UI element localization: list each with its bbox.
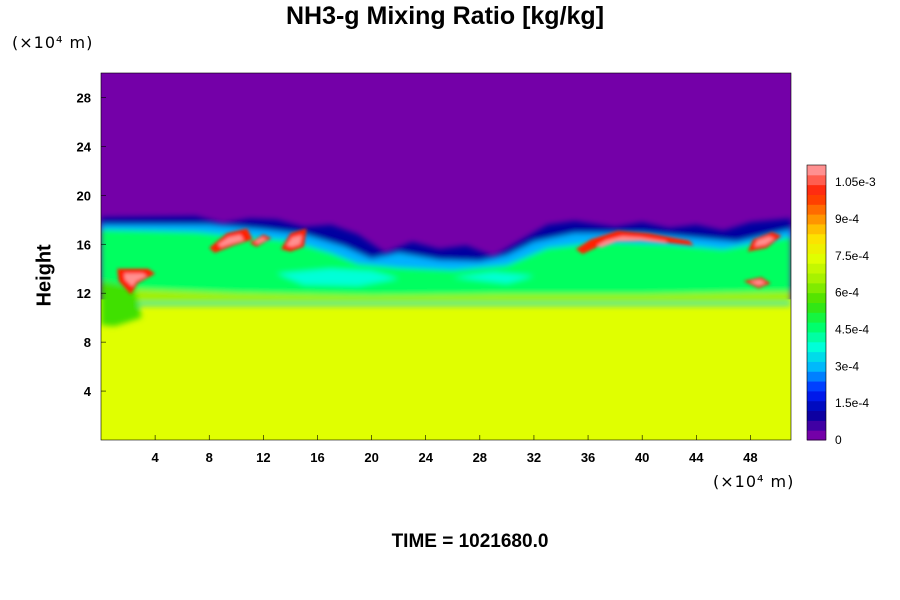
colorbar-swatch: [807, 302, 826, 313]
time-label: TIME = 1021680.0: [391, 531, 549, 552]
y-axis-ticks: 4 8 12 16 20 24 28: [77, 90, 106, 399]
colorbar-swatch: [807, 165, 826, 176]
colorbar-swatch: [807, 174, 826, 186]
colorbar-tick-label: 1.5e-4: [835, 396, 869, 410]
colorbar-swatch: [807, 223, 826, 235]
x-tick-label: 44: [689, 450, 704, 465]
cyan-pool: [452, 272, 534, 284]
x-tick-label: 24: [418, 450, 433, 465]
cell-49-core: [754, 236, 775, 247]
cell-2-core: [124, 273, 147, 287]
colorbar-swatch: [807, 390, 826, 402]
colorbar-swatch: [807, 243, 826, 254]
colorbar-swatch: [807, 322, 826, 333]
chart-title: NH3-g Mixing Ratio [kg/kg]: [285, 2, 605, 30]
cell-38-core: [596, 236, 668, 248]
colorbar-swatch: [807, 204, 826, 215]
colorbar-swatch: [807, 430, 826, 441]
colorbar-tick-label: 9e-4: [835, 212, 859, 226]
x-tick-label: 28: [473, 450, 487, 465]
colorbar-tick-label: 0: [835, 433, 842, 447]
x-tick-label: 8: [206, 450, 213, 465]
y-tick-label: 8: [84, 335, 91, 350]
colorbar-swatch: [807, 253, 826, 264]
colorbar-swatch: [807, 341, 826, 353]
plot-area: [101, 73, 791, 440]
colorbar-swatch: [807, 361, 826, 372]
colorbar-swatch: [807, 410, 826, 421]
x-axis-unit: (×10⁴ m): [713, 472, 795, 491]
colorbar-swatch: [807, 331, 826, 343]
plot-frame: [100, 72, 792, 441]
cell-8-core: [217, 234, 244, 248]
y-axis-unit: (×10⁴ m): [12, 33, 94, 52]
colorbar-swatch: [807, 282, 826, 294]
y-tick-label: 4: [84, 384, 92, 399]
x-tick-label: 12: [256, 450, 270, 465]
cell-48-low-core: [749, 279, 766, 286]
colorbar: 0 1.5e-4 3e-4 4.5e-4 6e-4 7.5e-4 9e-4 1.05e-3: [806, 164, 876, 447]
colorbar-tick-label: 3e-4: [835, 359, 859, 373]
x-axis-ticks: 4 8 12 16 20 24 28 32 36 40 44 48: [152, 435, 758, 465]
y-tick-label: 20: [77, 188, 91, 203]
y-tick-label: 16: [77, 237, 91, 252]
cell-38: [575, 230, 694, 255]
y-tick-label: 24: [77, 139, 92, 154]
colorbar-tick-label: 7.5e-4: [835, 249, 869, 263]
y-tick-label: 12: [77, 286, 91, 301]
colorbar-swatch: [807, 273, 826, 284]
lower-layer-region: [101, 299, 791, 440]
colorbar-tick-label: 1.05e-3: [835, 175, 876, 189]
colorbar-swatch: [807, 420, 826, 431]
x-tick-label: 48: [743, 450, 757, 465]
colorbar-swatch: [807, 263, 826, 274]
x-tick-label: 40: [635, 450, 649, 465]
high-value-cells: [117, 228, 782, 295]
colorbar-swatch: [807, 381, 826, 392]
cell-14-core: [286, 235, 302, 247]
colorbar-swatch: [807, 312, 826, 323]
colorbar-swatch: [807, 400, 826, 412]
colorbar-swatch: [807, 233, 826, 245]
green-band: [101, 229, 791, 305]
cyan-pool: [276, 268, 399, 286]
colorbar-swatch: [807, 292, 826, 303]
colorbar-swatch: [807, 184, 826, 195]
x-tick-label: 20: [364, 450, 378, 465]
colorbar-tick-label: 6e-4: [835, 286, 859, 300]
colorbar-swatch: [807, 214, 826, 225]
y-tick-label: 28: [77, 90, 91, 105]
colorbar-swatch: [807, 371, 826, 382]
colorbar-swatch: [807, 351, 826, 362]
x-tick-label: 16: [310, 450, 324, 465]
x-tick-label: 36: [581, 450, 595, 465]
colorbar-frame: [806, 164, 827, 441]
colorbar-tick-label: 4.5e-4: [835, 323, 869, 337]
colorbar-swatch: [807, 194, 826, 205]
cell-12-core: [254, 237, 268, 244]
x-tick-label: 4: [152, 450, 160, 465]
x-tick-label: 32: [527, 450, 541, 465]
lime-band: [101, 288, 791, 302]
